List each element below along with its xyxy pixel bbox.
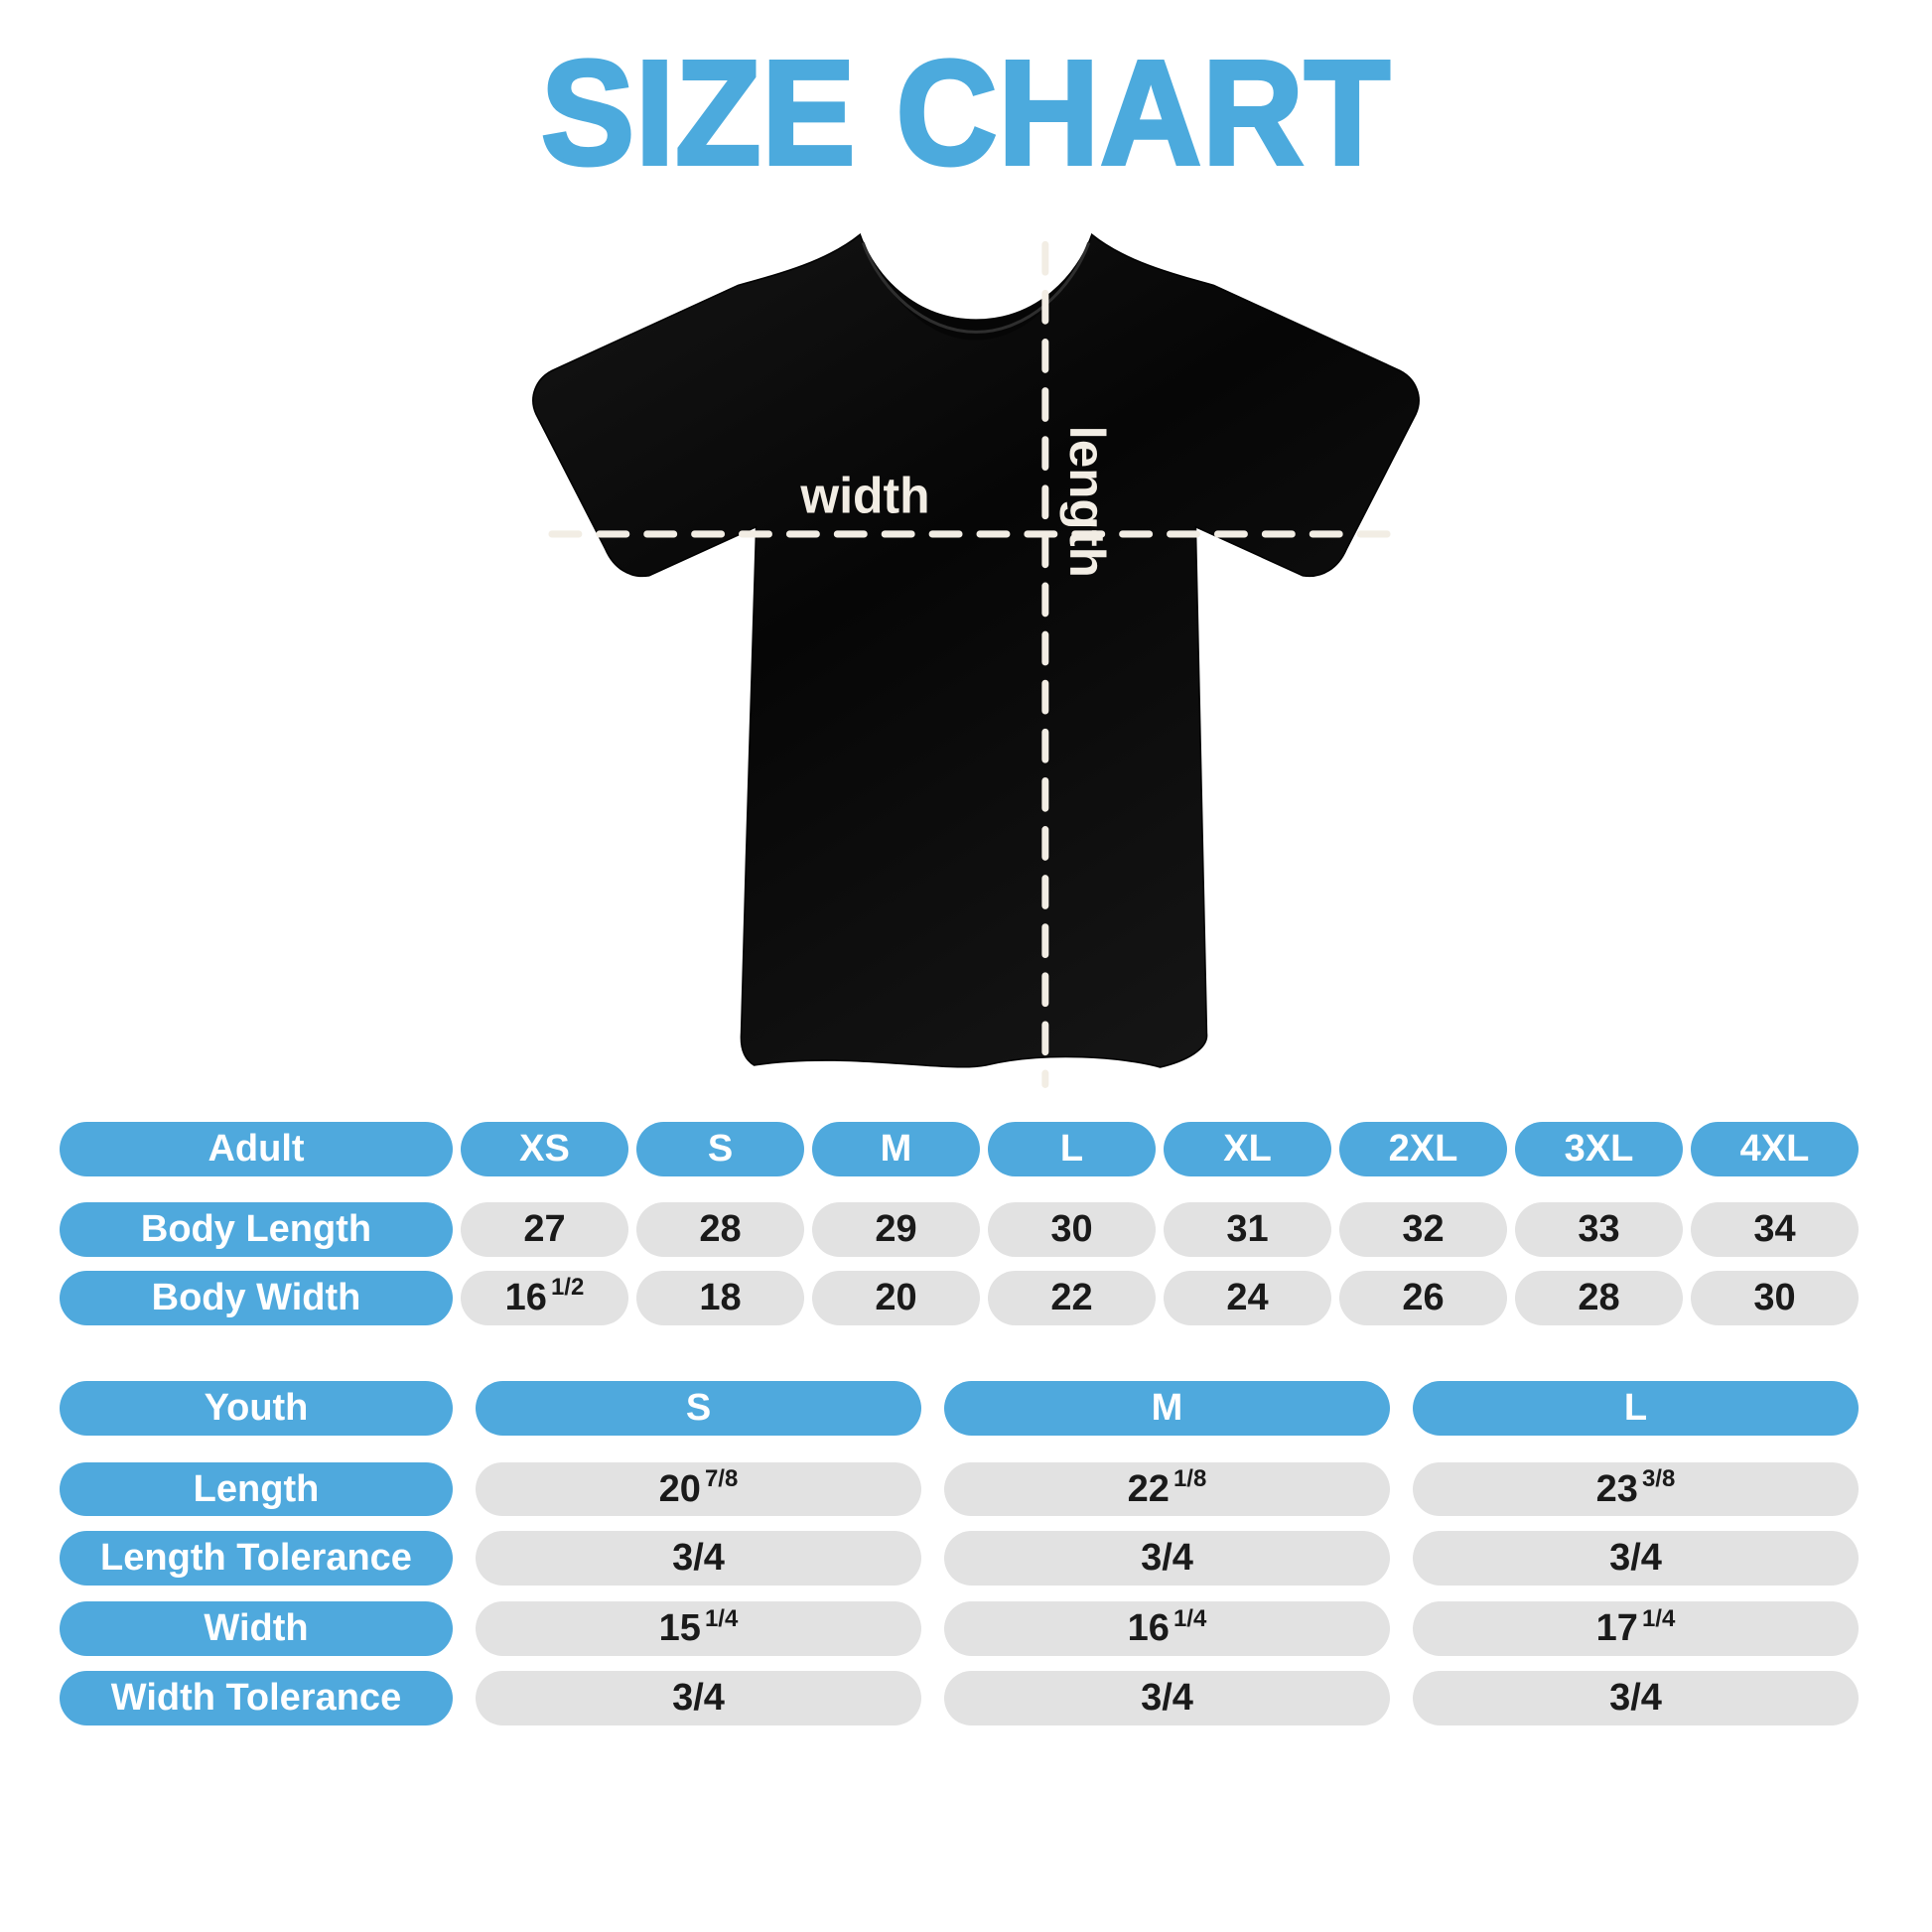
svg-text:length: length [1059,425,1115,577]
svg-text:width: width [799,467,929,524]
